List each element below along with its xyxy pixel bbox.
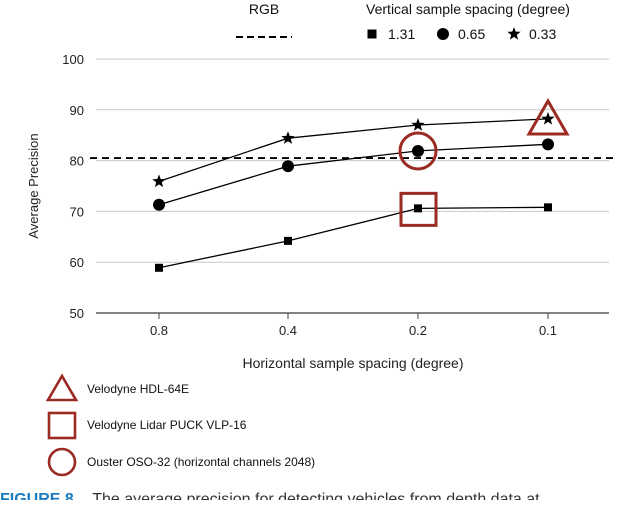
series-line: [158, 206, 549, 269]
legend-square-marker: [367, 29, 377, 39]
legend-star-marker: [507, 27, 521, 40]
series-line: [158, 118, 549, 183]
y-axis-label: Average Precision: [26, 133, 41, 238]
y-tick-label: 70: [70, 204, 84, 219]
annotation-legend: Velodyne HDL-64E Velodyne Lidar PUCK VLP-…: [45, 373, 315, 477]
circle-point: [282, 160, 294, 173]
star-point: [541, 111, 555, 125]
square-point: [544, 203, 552, 212]
triangle-annotation: [526, 97, 570, 136]
legend-circle-marker: [437, 28, 449, 40]
annotation-legend-label: Ouster OSO-32 (horizontal channels 2048): [87, 455, 315, 469]
legend-circle-icon: [47, 447, 77, 477]
legend-title: Vertical sample spacing (degree): [366, 1, 570, 17]
x-tick-label: 0.4: [279, 323, 297, 338]
series-1.31: [155, 203, 552, 272]
chart: 50 60 70 80 90 100 0.8 0.4 0.2 0.1 RGB Vertical s…: [26, 1, 613, 477]
circle-point: [412, 144, 424, 157]
y-tick-label: 100: [62, 52, 84, 67]
y-tick-label: 60: [70, 255, 84, 270]
x-tick-label: 0.8: [150, 323, 168, 338]
star-point: [281, 131, 295, 144]
series: [152, 111, 555, 272]
legend-triangle-icon: [45, 373, 79, 402]
star-point: [152, 174, 166, 188]
caption-figure-number: FIGURE 8.: [0, 491, 79, 500]
square-annotation: [399, 191, 438, 227]
circle-point: [542, 138, 554, 151]
y-tick-label: 90: [70, 103, 84, 118]
series-0.65: [153, 138, 554, 211]
series-0.33: [152, 111, 555, 188]
square-point: [414, 204, 422, 213]
legend-series-label: 1.31: [388, 26, 415, 42]
legend-square-icon: [47, 411, 77, 440]
annotation-legend-label: Velodyne Lidar PUCK VLP-16: [87, 418, 247, 432]
caption-text: The average precision for detecting vehi…: [92, 491, 540, 500]
x-tick-label: 0.1: [539, 323, 557, 338]
legend-series-label: 0.65: [458, 26, 485, 42]
rgb-legend-label: RGB: [249, 1, 279, 17]
y-tick-label: 80: [70, 154, 84, 169]
legend-series-label: 0.33: [529, 26, 556, 42]
y-tick-label: 50: [70, 306, 84, 321]
circle-point: [153, 198, 165, 211]
annotations: [398, 97, 570, 227]
square-point: [284, 236, 292, 245]
circle-annotation: [398, 131, 438, 171]
figure-caption: FIGURE 8. The average precision for detec…: [0, 486, 632, 500]
x-ticks: 0.8 0.4 0.2 0.1: [150, 313, 557, 338]
x-tick-label: 0.2: [409, 323, 427, 338]
grid: [96, 58, 609, 314]
annotation-legend-label: Velodyne HDL-64E: [87, 382, 189, 396]
square-point: [155, 263, 163, 272]
top-legend: RGB Vertical sample spacing (degree) 1.31 0…: [236, 1, 570, 42]
x-axis-label: Horizontal sample spacing (degree): [243, 355, 464, 371]
series-line: [158, 143, 549, 206]
y-ticks: 50 60 70 80 90 100: [62, 52, 84, 321]
star-point: [411, 118, 425, 131]
